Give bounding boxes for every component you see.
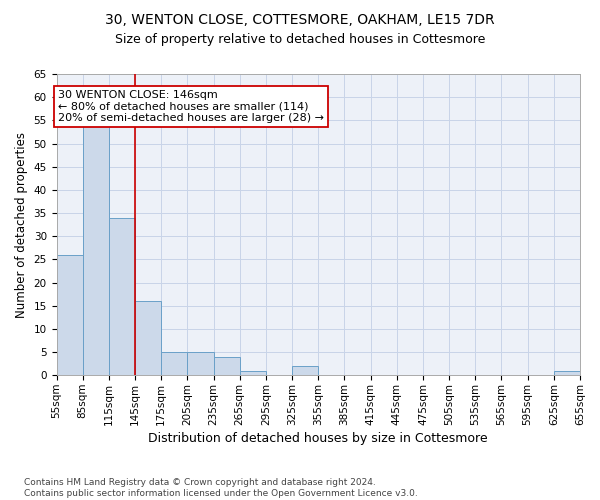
X-axis label: Distribution of detached houses by size in Cottesmore: Distribution of detached houses by size … (148, 432, 488, 445)
Text: Contains HM Land Registry data © Crown copyright and database right 2024.
Contai: Contains HM Land Registry data © Crown c… (24, 478, 418, 498)
Text: 30 WENTON CLOSE: 146sqm
← 80% of detached houses are smaller (114)
20% of semi-d: 30 WENTON CLOSE: 146sqm ← 80% of detache… (58, 90, 324, 124)
Bar (135, 301, 161, 376)
Bar (109, 218, 135, 376)
Text: Size of property relative to detached houses in Cottesmore: Size of property relative to detached ho… (115, 32, 485, 46)
Y-axis label: Number of detached properties: Number of detached properties (15, 132, 28, 318)
Bar (161, 352, 187, 376)
Bar (292, 366, 318, 376)
Bar (187, 352, 214, 376)
Bar (554, 370, 580, 376)
Bar (83, 125, 109, 376)
Text: 30, WENTON CLOSE, COTTESMORE, OAKHAM, LE15 7DR: 30, WENTON CLOSE, COTTESMORE, OAKHAM, LE… (105, 12, 495, 26)
Bar (214, 357, 240, 376)
Bar (56, 255, 83, 376)
Bar (240, 370, 266, 376)
